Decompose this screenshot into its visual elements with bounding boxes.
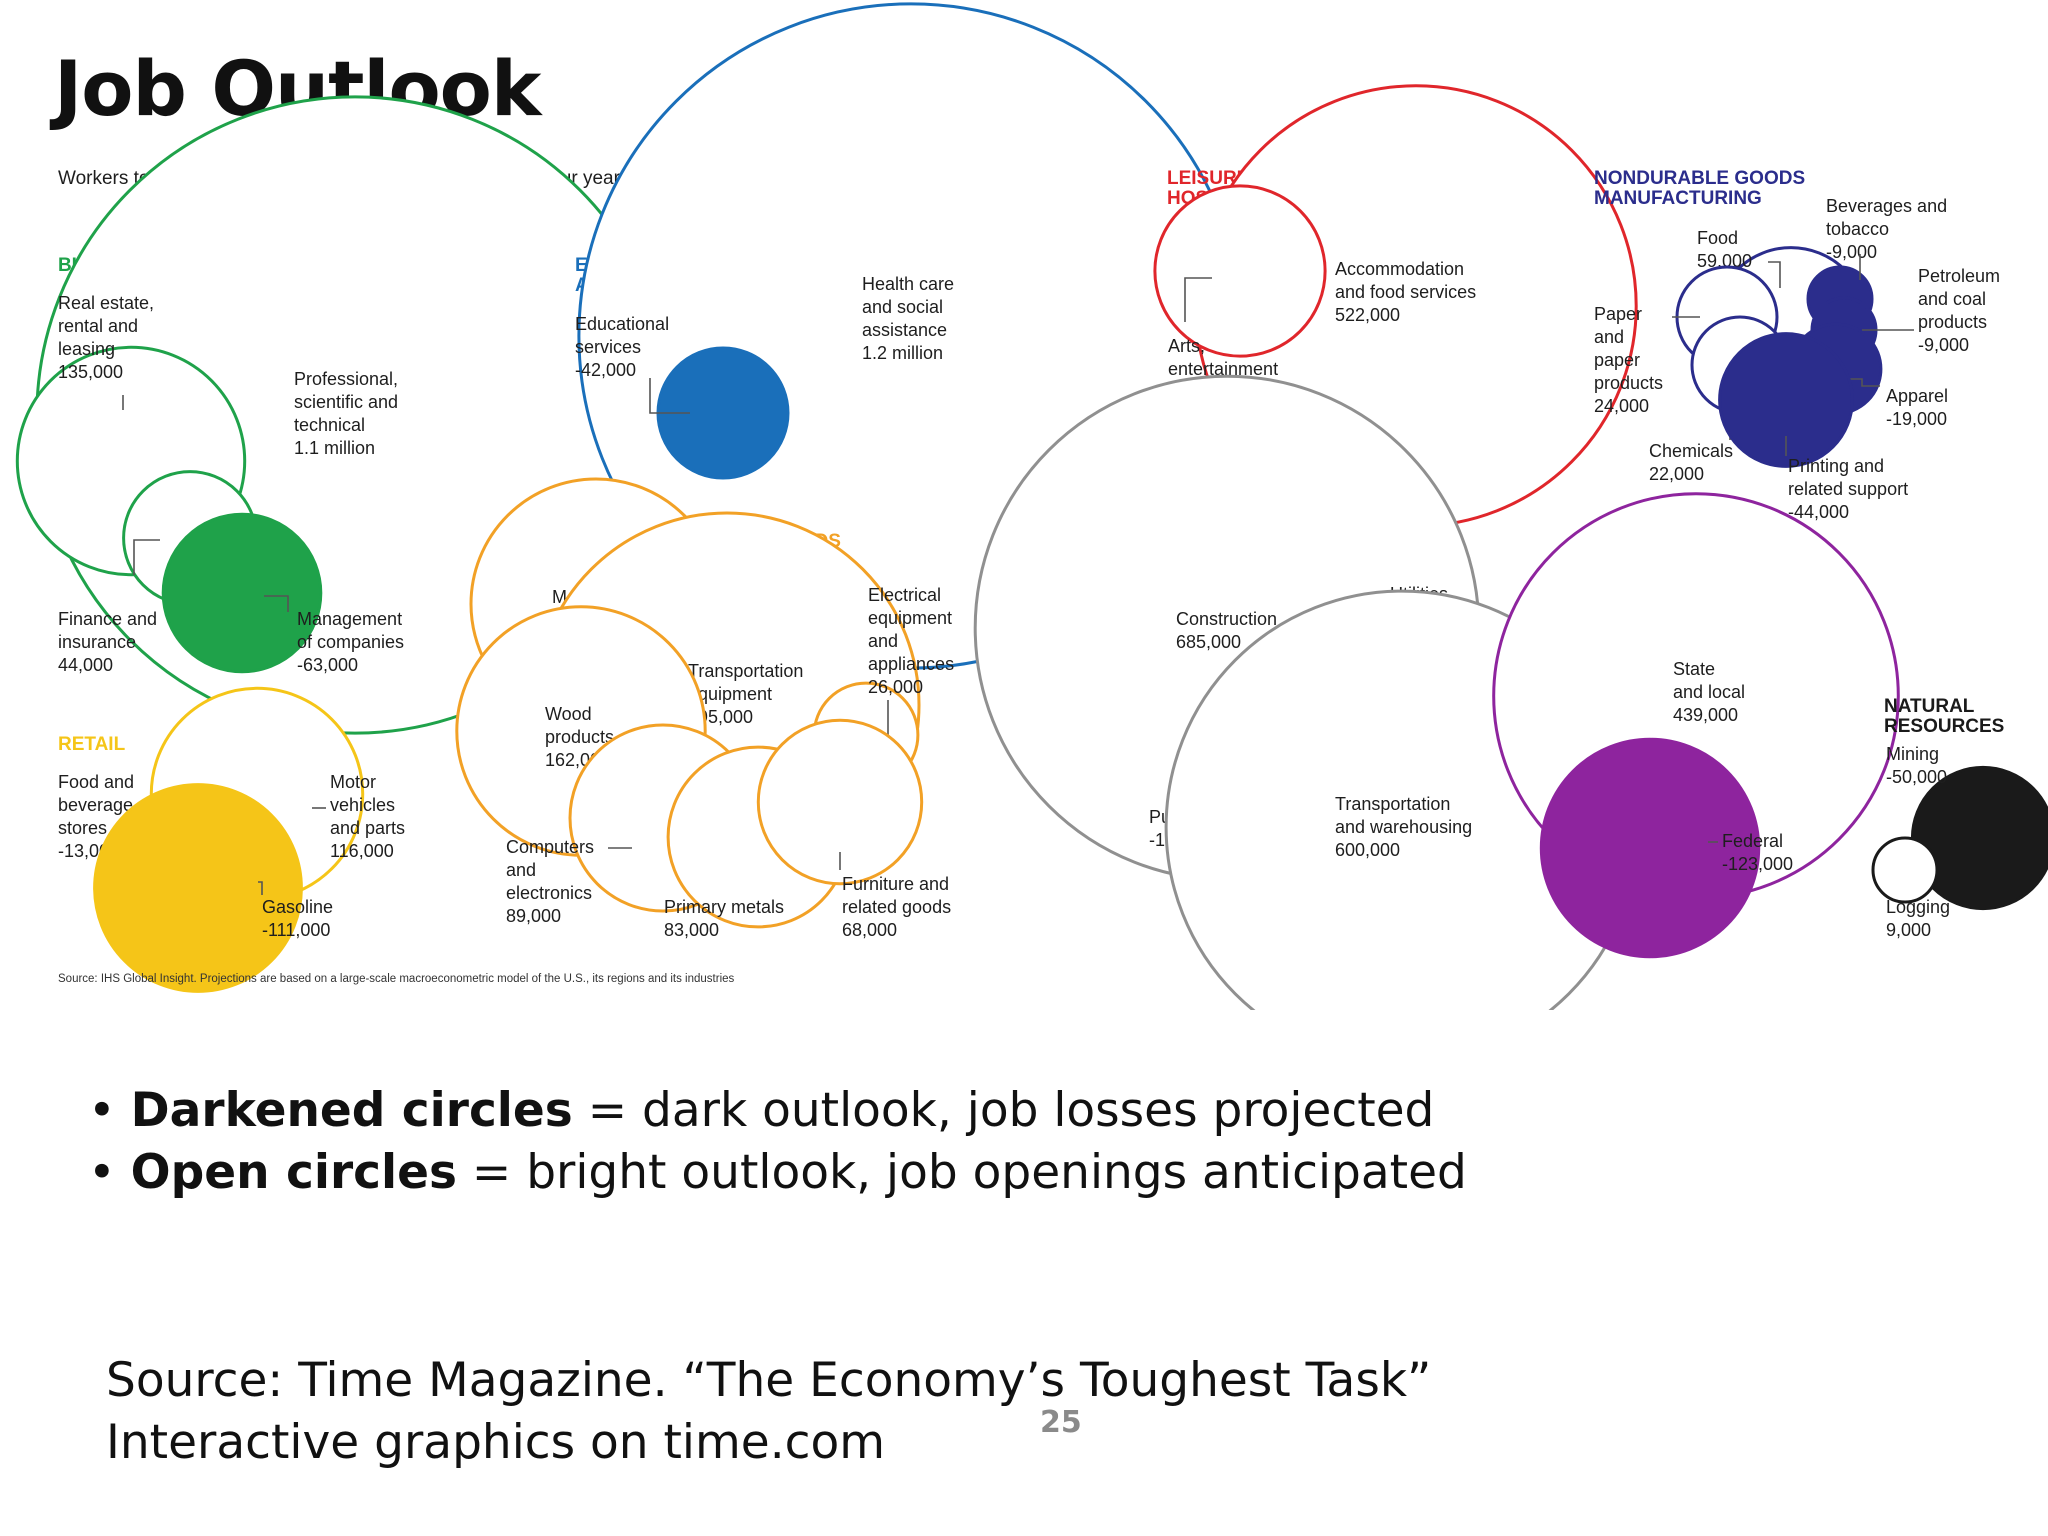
bubble-label: Apparel -19,000 (1886, 386, 1948, 429)
bubble-label: Electrical equipment and appliances 26,000 (868, 585, 954, 697)
leader-line (258, 881, 263, 895)
bullet-item: Darkened circles = dark outlook, job los… (88, 1080, 1467, 1142)
bullet-bold: Open circles (130, 1145, 457, 1200)
job-loss-bubble (1718, 332, 1854, 468)
bubble-label: Food 59,000 (1697, 228, 1752, 271)
bubble-label: Computers and electronics 89,000 (506, 837, 594, 926)
bubble-label: Accommodation and food services 522,000 (1335, 259, 1476, 325)
bubble-label: Petroleum and coal products -9,000 (1918, 266, 2000, 355)
bubble-label: Paper and paper products 24,000 (1594, 304, 1663, 416)
leader-line (264, 595, 289, 612)
bubble-label: Beverages and tobacco -9,000 (1826, 196, 1947, 262)
job-loss-bubble (1539, 737, 1761, 959)
bubble-label: Construction 685,000 (1176, 609, 1277, 652)
leader-line (1184, 277, 1212, 322)
bullet-bold: Darkened circles (130, 1083, 573, 1138)
bubble-label: Logging 9,000 (1886, 897, 1950, 940)
group-title: NATURAL RESOURCES (1884, 696, 2004, 737)
leader-line (133, 539, 160, 575)
bullet-item: Open circles = bright outlook, job openi… (88, 1142, 1467, 1204)
bubble-label: Health care and social assistance 1.2 milli… (862, 274, 954, 363)
job-gain-bubble (1153, 184, 1327, 358)
bubble-label: Furniture and related goods 68,000 (842, 874, 951, 940)
leader-line (1850, 378, 1880, 387)
job-loss-bubble (161, 512, 323, 674)
bubble-label: Management of companies -63,000 (297, 609, 404, 675)
bubble-label: State and local 439,000 (1673, 659, 1745, 725)
leader-line (649, 378, 690, 414)
bubble-label: Finance and insurance 44,000 (58, 609, 157, 675)
source-note: Source: Time Magazine. “The Economy’s To… (106, 1350, 1431, 1474)
job-loss-bubble (93, 783, 303, 993)
leader-line (1768, 261, 1781, 288)
bullet-text: = bright outlook, job openings anticipat… (456, 1145, 1467, 1200)
bubble-label: Transportation and warehousing 600,000 (1335, 794, 1472, 860)
group-title: NONDURABLE GOODS MANUFACTURING (1594, 168, 1805, 209)
bubble-label: Gasoline -111,000 (262, 897, 333, 940)
bullet-text: = dark outlook, job losses projected (572, 1083, 1435, 1138)
page-number: 25 (1040, 1405, 1082, 1440)
bubble-label: Professional, scientific and technical 1.1 … (294, 369, 398, 458)
source-line: Source: Time Magazine. “The Economy’s To… (106, 1353, 1432, 1408)
bullet-list: Darkened circles = dark outlook, job los… (88, 1080, 1467, 1204)
bubble-label: Real estate, rental and leasing 135,000 (58, 293, 154, 382)
bubble-label: Chemicals 22,000 (1649, 441, 1733, 484)
bubble-label: Printing and related support -44,000 (1788, 456, 1908, 522)
bubble-label: Mining -50,000 (1886, 744, 1947, 787)
job-gain-bubble (1871, 836, 1939, 904)
chart-footnote: Source: IHS Global Insight. Projections … (58, 973, 735, 985)
job-outlook-bubble-chart: Workers to be addedor subtractedin the n… (15, 2, 2048, 1010)
bubble-label: Primary metals 83,000 (664, 897, 784, 940)
bubble-label: Educational services -42,000 (575, 314, 669, 380)
bubble-label: Federal -123,000 (1722, 831, 1793, 874)
bubble-label: Motor vehicles and parts 116,000 (330, 772, 405, 861)
source-line: Interactive graphics on time.com (106, 1415, 886, 1470)
job-gain-bubble (756, 718, 924, 886)
group-title: RETAIL (58, 734, 126, 755)
